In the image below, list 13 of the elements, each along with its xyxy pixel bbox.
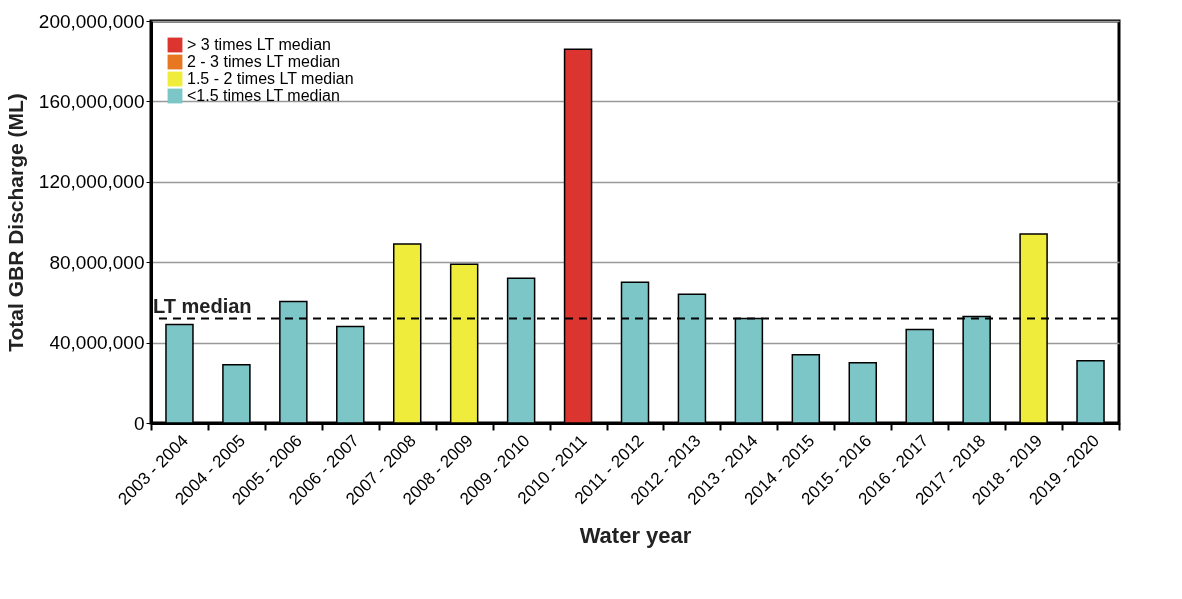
- y-tick-label: 160,000,000: [38, 90, 145, 112]
- ref-line-label: LT median: [153, 295, 252, 318]
- y-tick-label: 0: [133, 412, 145, 434]
- y-axis-title: Total GBR Discharge (ML): [3, 93, 27, 352]
- y-tick-label: 40,000,000: [49, 332, 145, 354]
- y-tick-label: 200,000,000: [38, 10, 145, 32]
- legend-label: > 3 times LT median: [187, 36, 331, 53]
- x-axis-title: Water year: [579, 522, 692, 548]
- y-tick-label: 120,000,000: [38, 171, 145, 193]
- legend-label: 1.5 - 2 times LT median: [187, 70, 354, 87]
- legend-label: 2 - 3 times LT median: [187, 53, 341, 70]
- legend-label: <1.5 times LT median: [187, 87, 340, 104]
- y-tick-label: 80,000,000: [49, 251, 145, 273]
